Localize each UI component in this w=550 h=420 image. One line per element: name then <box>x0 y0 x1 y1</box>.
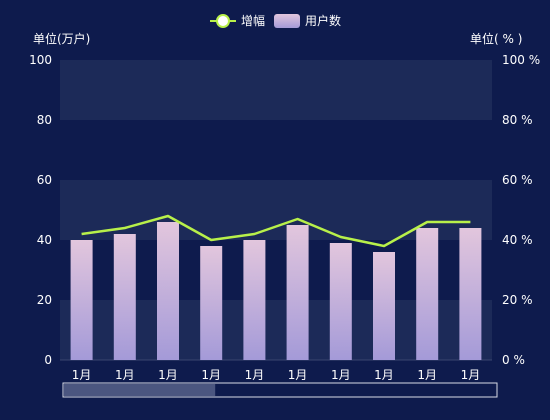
legend-label-users: 用户数 <box>305 13 341 28</box>
bar <box>416 228 439 360</box>
x-axis-tick-label: 1月 <box>158 368 178 382</box>
left-axis-ticks: 0 20 40 60 80 100 <box>29 53 52 367</box>
left-axis-tick-label: 60 <box>37 173 52 187</box>
line-series-growth <box>81 214 471 248</box>
bar <box>329 243 352 360</box>
growth-line <box>81 214 471 248</box>
right-axis-tick-label: 40 % <box>502 233 533 247</box>
data-zoom-window[interactable] <box>64 384 216 396</box>
right-axis-tick-label: 80 % <box>502 113 533 127</box>
x-axis-tick-label: 1月 <box>288 368 308 382</box>
x-axis-tick-labels: 1月 1月 1月 1月 1月 1月 1月 1月 1月 1月 <box>72 368 480 382</box>
legend[interactable]: 增幅 用户数 <box>210 13 341 28</box>
legend-line-marker <box>216 14 230 28</box>
x-axis-tick-label: 1月 <box>201 368 221 382</box>
bar-series-users <box>70 222 482 360</box>
x-axis-tick-label: 1月 <box>374 368 394 382</box>
right-axis-tick-label: 60 % <box>502 173 533 187</box>
data-zoom-slider[interactable] <box>62 382 498 398</box>
x-axis-tick-label: 1月 <box>245 368 265 382</box>
legend-bar-swatch <box>274 14 300 28</box>
bar <box>286 225 309 360</box>
legend-label-growth: 增幅 <box>241 13 265 28</box>
right-axis-tick-label: 100 % <box>502 53 540 67</box>
right-axis-tick-label: 0 % <box>502 353 525 367</box>
x-axis-tick-label: 1月 <box>115 368 135 382</box>
right-axis-tick-label: 20 % <box>502 293 533 307</box>
left-axis-tick-label: 0 <box>44 353 52 367</box>
x-axis-tick-label: 1月 <box>461 368 481 382</box>
right-axis-ticks: 0 % 20 % 40 % 60 % 80 % 100 % <box>502 53 540 367</box>
right-axis-title: 单位( % ) <box>470 31 522 46</box>
left-axis-tick-label: 40 <box>37 233 52 247</box>
bar <box>113 234 136 360</box>
x-axis-tick-label: 1月 <box>417 368 437 382</box>
bar <box>70 240 93 360</box>
left-axis-tick-label: 80 <box>37 113 52 127</box>
left-axis-title: 单位(万户) <box>33 31 90 46</box>
bar <box>373 252 395 360</box>
left-axis-tick-label: 20 <box>37 293 52 307</box>
bar <box>459 228 482 360</box>
left-axis-tick-label: 100 <box>29 53 52 67</box>
grid-band <box>60 60 492 120</box>
x-axis-tick-label: 1月 <box>72 368 92 382</box>
data-zoom-track[interactable] <box>62 382 498 398</box>
bar <box>243 240 266 360</box>
bar <box>157 222 179 360</box>
bar <box>200 246 223 360</box>
x-axis-tick-label: 1月 <box>331 368 351 382</box>
